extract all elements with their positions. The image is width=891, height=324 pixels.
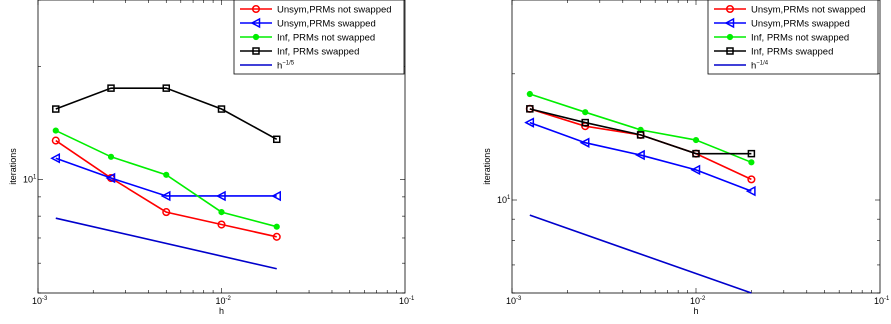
data-point bbox=[526, 90, 533, 98]
series-3 bbox=[526, 105, 756, 158]
legend-marker bbox=[250, 17, 261, 29]
data-point bbox=[50, 152, 61, 164]
series-0 bbox=[51, 136, 281, 241]
data-point bbox=[107, 84, 115, 92]
series-line bbox=[529, 108, 752, 155]
data-point bbox=[271, 190, 281, 202]
x-axis-label: h bbox=[693, 306, 698, 316]
series-2 bbox=[526, 90, 755, 166]
series-4 bbox=[55, 217, 277, 270]
data-point bbox=[526, 105, 534, 113]
data-point bbox=[162, 208, 171, 217]
y-axis-label: iterations bbox=[8, 148, 18, 185]
data-point bbox=[524, 117, 535, 128]
y-axis-label: iterations bbox=[482, 148, 492, 185]
legend-entry: Unsym,PRMs not swapped bbox=[277, 5, 392, 16]
data-point bbox=[272, 232, 281, 241]
data-point bbox=[162, 84, 171, 92]
series-line bbox=[55, 157, 277, 197]
data-point bbox=[51, 136, 60, 145]
x-tick-label: 10-3 bbox=[32, 296, 48, 306]
legend-marker bbox=[252, 47, 260, 55]
series-3 bbox=[52, 84, 281, 144]
data-point bbox=[218, 209, 225, 216]
legend-entry: Unsym,PRMs swapped bbox=[751, 19, 850, 30]
legend-entry: Inf, PRMs swapped bbox=[751, 47, 833, 58]
series-line bbox=[55, 217, 277, 270]
legend-entry: h−1/4 bbox=[751, 61, 769, 72]
right-chart: 10-3 10-2 10-1 101 h iterations Unsym,PRMs not… bbox=[482, 0, 890, 316]
series-line bbox=[529, 121, 752, 192]
x-tick-label: 10-1 bbox=[874, 296, 890, 306]
x-tick-label: 10-3 bbox=[506, 296, 522, 306]
x-tick-label: 10-1 bbox=[399, 296, 415, 306]
data-point bbox=[272, 135, 281, 144]
legend: Unsym,PRMs not swapped Unsym,PRMs swapped… bbox=[233, 0, 405, 75]
data-point bbox=[52, 127, 59, 134]
series-1 bbox=[524, 117, 756, 197]
legend-entry: h−1/5 bbox=[277, 61, 295, 72]
data-point bbox=[273, 223, 280, 230]
y-tick-label: 101 bbox=[497, 195, 511, 205]
series-4 bbox=[529, 214, 752, 294]
data-point bbox=[635, 149, 645, 161]
data-point bbox=[163, 171, 170, 178]
data-point bbox=[747, 149, 756, 158]
legend-entry: Inf, PRMs not swapped bbox=[277, 33, 375, 44]
legend-marker bbox=[726, 33, 734, 41]
legend-entry: Unsym,PRMs swapped bbox=[277, 19, 376, 30]
data-point bbox=[160, 190, 171, 202]
data-point bbox=[582, 109, 589, 116]
data-point bbox=[690, 164, 701, 176]
legend-marker bbox=[252, 33, 260, 41]
legend: Unsym,PRMs not swapped Unsym,PRMs swapped… bbox=[707, 0, 879, 75]
x-tick-label: 10-2 bbox=[216, 296, 232, 306]
data-point bbox=[107, 153, 115, 160]
x-tick-label: 10-2 bbox=[690, 296, 706, 306]
legend-marker bbox=[251, 4, 261, 14]
data-point bbox=[52, 105, 60, 113]
data-point bbox=[692, 149, 700, 158]
series-line bbox=[55, 139, 277, 238]
x-axis-label: h bbox=[219, 306, 224, 316]
data-point bbox=[217, 220, 226, 229]
legend-entry: Unsym,PRMs not swapped bbox=[751, 5, 866, 16]
y-tick-label: 101 bbox=[23, 175, 37, 185]
data-point bbox=[217, 105, 226, 113]
left-chart: 10-3 10-2 10-1 101 h iterations Unsym,PRMs not… bbox=[8, 0, 415, 316]
data-point bbox=[692, 136, 700, 144]
legend-marker bbox=[725, 4, 735, 14]
legend-entry: Inf, PRMs swapped bbox=[277, 47, 359, 58]
data-point bbox=[748, 159, 755, 166]
series-line bbox=[55, 87, 278, 140]
data-point bbox=[581, 118, 589, 127]
data-point bbox=[636, 131, 645, 139]
legend-entry: Inf, PRMs not swapped bbox=[751, 33, 849, 44]
data-point bbox=[579, 137, 590, 148]
data-point bbox=[745, 185, 756, 197]
legend-marker bbox=[724, 17, 735, 29]
legend-marker bbox=[726, 47, 734, 55]
series-line bbox=[529, 214, 752, 294]
series-1 bbox=[50, 152, 281, 202]
data-point bbox=[747, 175, 756, 184]
data-point bbox=[215, 190, 226, 202]
series-2 bbox=[52, 127, 280, 230]
data-point bbox=[105, 172, 116, 184]
